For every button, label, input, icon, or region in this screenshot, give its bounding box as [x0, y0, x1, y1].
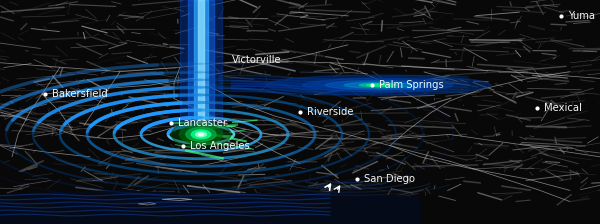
Ellipse shape	[196, 132, 206, 137]
Ellipse shape	[179, 125, 223, 144]
Ellipse shape	[186, 127, 216, 141]
Polygon shape	[0, 190, 420, 224]
Ellipse shape	[344, 82, 412, 88]
Text: Bakersfield: Bakersfield	[52, 89, 108, 99]
Ellipse shape	[191, 130, 211, 139]
Text: Palm Springs: Palm Springs	[379, 80, 444, 90]
Ellipse shape	[367, 84, 389, 86]
Ellipse shape	[198, 133, 204, 136]
Ellipse shape	[359, 83, 397, 87]
Text: San Diego: San Diego	[364, 174, 415, 184]
Ellipse shape	[303, 78, 453, 92]
Text: Lancaster: Lancaster	[178, 118, 227, 128]
Ellipse shape	[172, 121, 231, 148]
Ellipse shape	[325, 80, 431, 90]
Text: Los Angeles: Los Angeles	[190, 141, 250, 151]
Text: Mexical: Mexical	[544, 103, 582, 112]
Text: Riverside: Riverside	[307, 107, 354, 117]
Ellipse shape	[265, 75, 491, 95]
Text: Victorville: Victorville	[232, 56, 282, 65]
Text: Yuma: Yuma	[568, 11, 595, 21]
